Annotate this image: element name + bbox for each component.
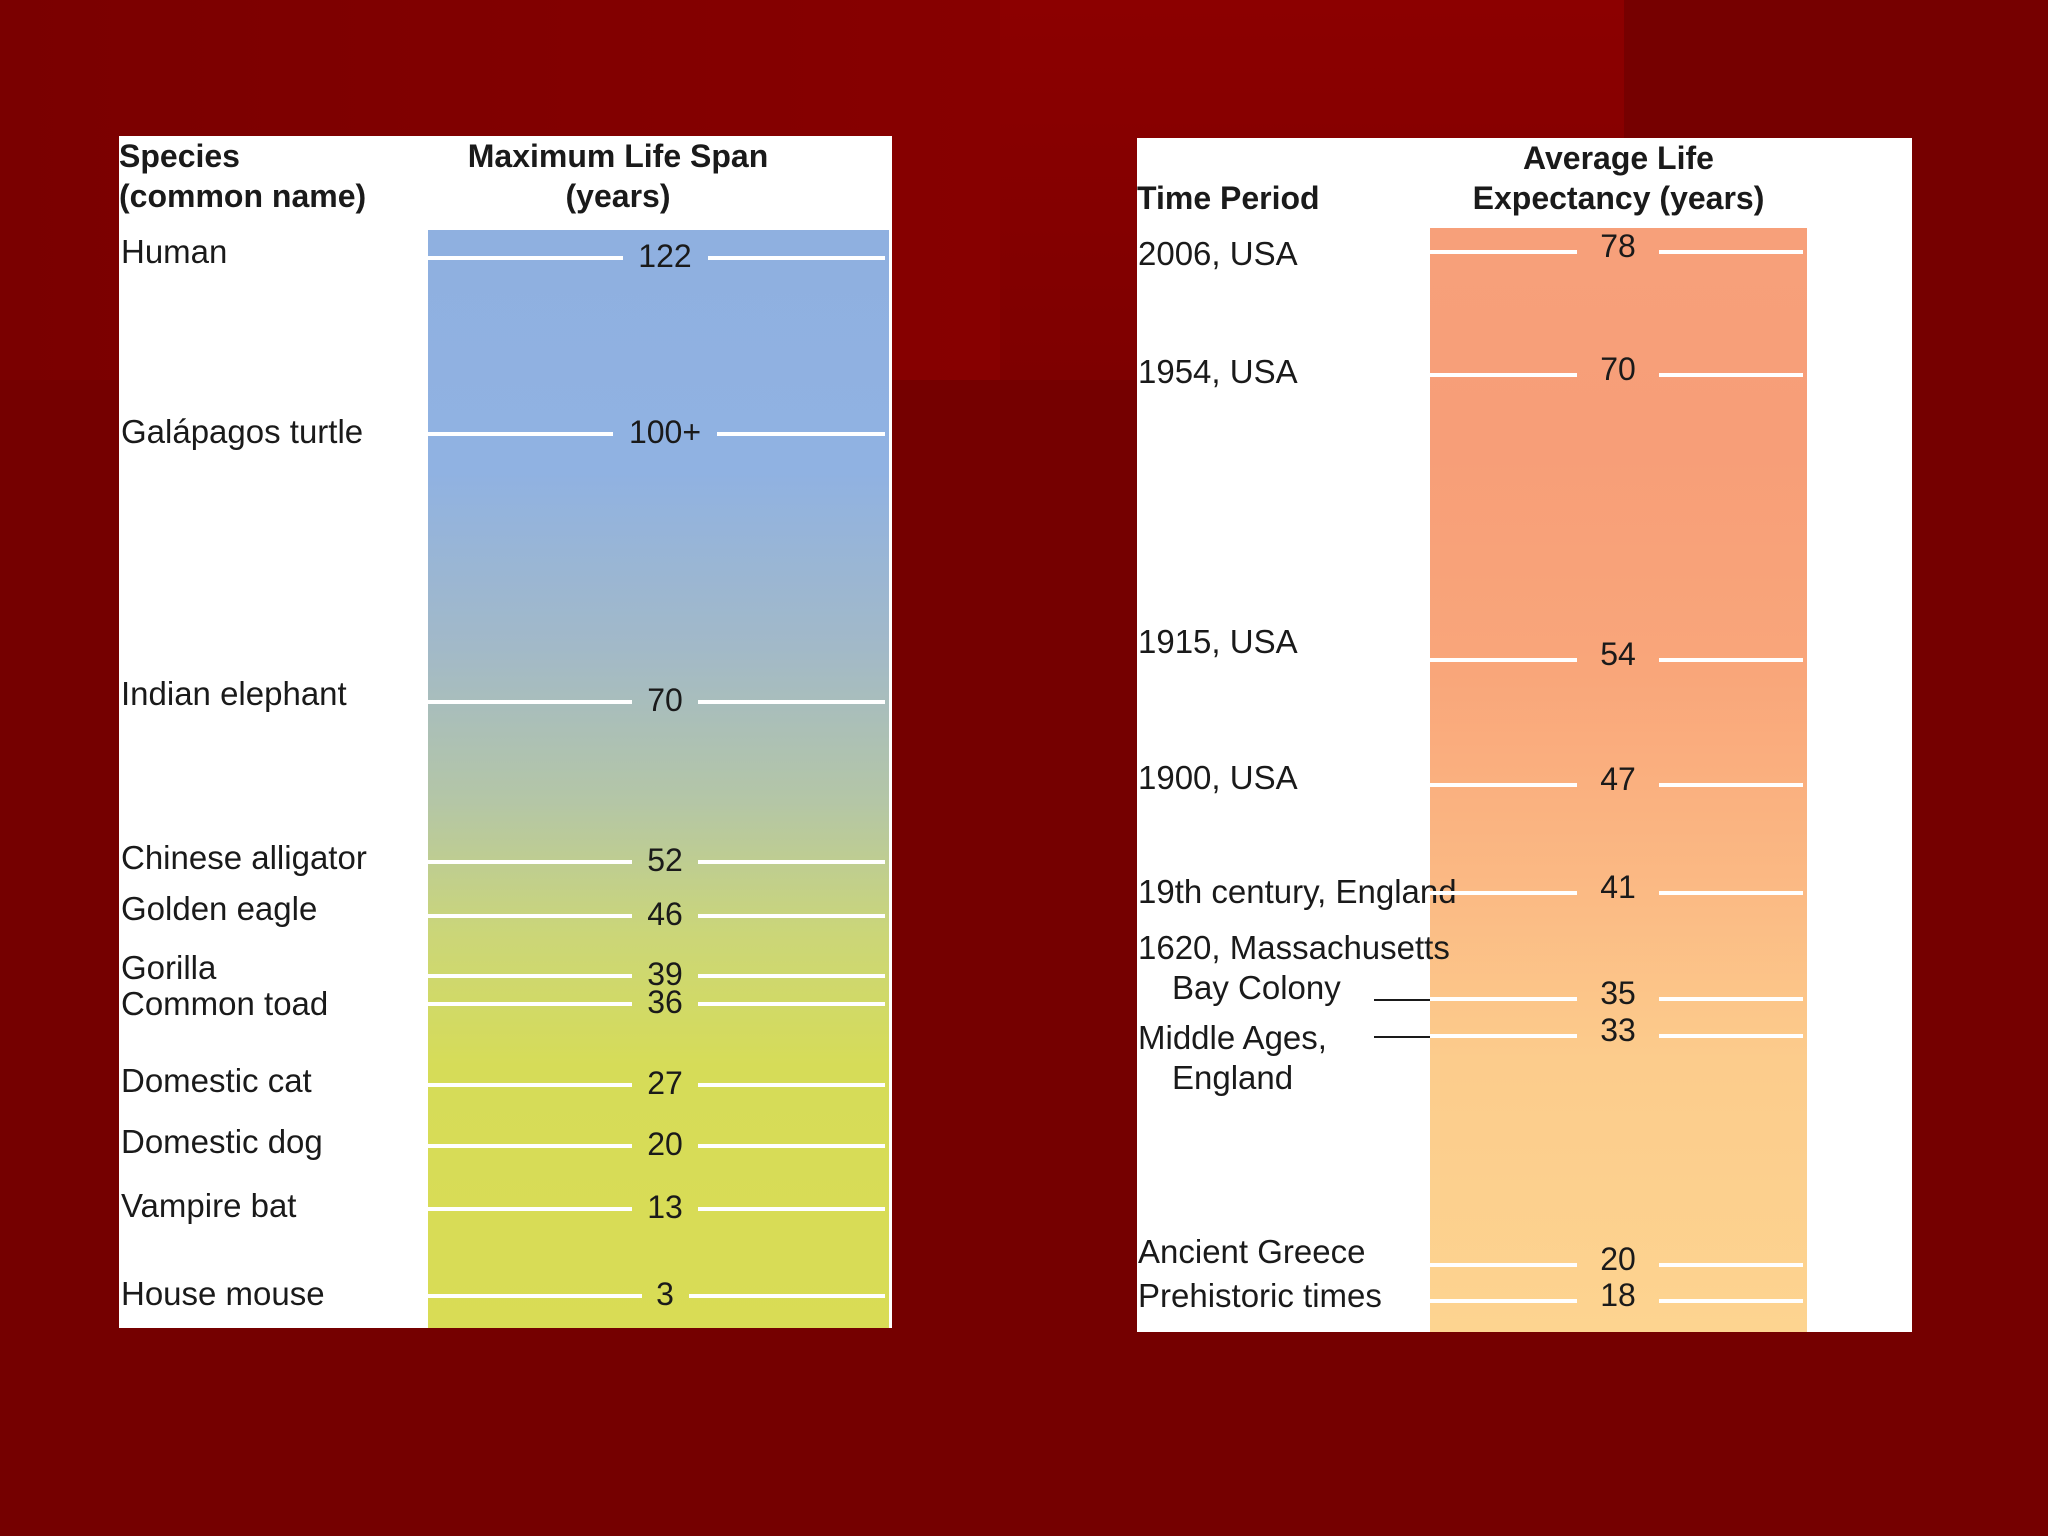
max-life-span-header: Maximum Life Span (years) bbox=[428, 136, 808, 216]
life-span-value: 20 bbox=[647, 1126, 683, 1162]
life-expectancy-tick bbox=[1430, 250, 1577, 254]
life-expectancy-tick bbox=[1430, 997, 1577, 1001]
species-label: Golden eagle bbox=[121, 890, 318, 927]
life-expectancy-header-line-1: Average Life bbox=[1523, 140, 1714, 176]
species-label: Indian elephant bbox=[121, 675, 347, 712]
max-life-span-header-line-1: Maximum Life Span bbox=[467, 138, 769, 174]
life-span-value: 46 bbox=[647, 896, 683, 932]
life-span-tick bbox=[428, 860, 632, 864]
life-expectancy-value: 35 bbox=[1600, 975, 1636, 1011]
species-label: Human bbox=[121, 233, 228, 270]
time-period-label: Prehistoric times bbox=[1138, 1277, 1382, 1314]
life-span-tick bbox=[698, 860, 885, 864]
life-span-value: 13 bbox=[647, 1189, 683, 1225]
time-period-header-line-1: Time Period bbox=[1137, 180, 1320, 216]
life-expectancy-tick bbox=[1430, 658, 1577, 662]
life-span-tick bbox=[698, 974, 885, 978]
species-label: House mouse bbox=[121, 1275, 325, 1312]
life-expectancy-tick bbox=[1659, 891, 1803, 895]
life-span-tick bbox=[428, 1083, 632, 1087]
time-period-label: 1620, Massachusetts bbox=[1138, 929, 1450, 966]
life-span-tick bbox=[428, 432, 613, 436]
time-period-header: Time Period bbox=[1137, 178, 1320, 218]
life-span-value: 52 bbox=[647, 842, 683, 878]
life-span-tick bbox=[698, 700, 885, 704]
life-span-tick bbox=[698, 1207, 885, 1211]
life-span-tick bbox=[428, 700, 632, 704]
life-expectancy-tick bbox=[1430, 1299, 1577, 1303]
life-span-tick bbox=[428, 914, 632, 918]
life-span-value: 39 bbox=[647, 956, 683, 992]
life-span-tick bbox=[698, 1002, 885, 1006]
species-header-line-2: (common name) bbox=[119, 178, 367, 214]
max-life-span-chart: Species (common name) Maximum Life Span … bbox=[119, 136, 892, 1328]
leader-line-bay-colony bbox=[1374, 999, 1430, 1001]
species-label: Chinese alligator bbox=[121, 839, 367, 876]
life-expectancy-value: 20 bbox=[1600, 1241, 1636, 1277]
species-label: Vampire bat bbox=[121, 1187, 297, 1224]
life-expectancy-value: 54 bbox=[1600, 636, 1636, 672]
species-label: Domestic cat bbox=[121, 1062, 312, 1099]
life-span-tick bbox=[698, 914, 885, 918]
time-period-label: Middle Ages, bbox=[1138, 1019, 1327, 1056]
species-label: Galápagos turtle bbox=[121, 413, 364, 450]
time-period-label: 2006, USA bbox=[1138, 235, 1298, 272]
life-expectancy-tick bbox=[1659, 1263, 1803, 1267]
time-period-label: 1900, USA bbox=[1138, 759, 1298, 796]
life-span-tick bbox=[428, 1207, 632, 1211]
life-span-value: 100+ bbox=[628, 414, 702, 450]
species-label: Domestic dog bbox=[121, 1123, 323, 1160]
life-expectancy-tick bbox=[1430, 1034, 1577, 1038]
max-life-span-header-line-2: (years) bbox=[565, 178, 671, 214]
time-period-label: Ancient Greece bbox=[1138, 1233, 1366, 1270]
life-expectancy-value: 70 bbox=[1600, 351, 1636, 387]
life-expectancy-gradient-bar bbox=[1430, 228, 1807, 1332]
life-span-value: 36 bbox=[647, 984, 683, 1020]
life-expectancy-header-line-2: Expectancy (years) bbox=[1472, 180, 1765, 216]
time-period-label: Bay Colony bbox=[1172, 969, 1341, 1006]
species-label: Gorilla bbox=[121, 949, 217, 986]
life-span-tick bbox=[698, 1083, 885, 1087]
life-span-value: 3 bbox=[656, 1276, 674, 1312]
life-expectancy-value: 47 bbox=[1600, 761, 1636, 797]
life-expectancy-chart: Time Period Average Life Expectancy (yea… bbox=[1137, 138, 1912, 1332]
life-expectancy-value: 18 bbox=[1600, 1277, 1636, 1313]
species-header: Species (common name) bbox=[119, 136, 366, 216]
life-expectancy-tick bbox=[1430, 373, 1577, 377]
life-span-tick bbox=[707, 256, 885, 260]
species-header-line-1: Species bbox=[119, 138, 240, 174]
life-span-value: 27 bbox=[647, 1065, 683, 1101]
life-span-tick bbox=[698, 1144, 885, 1148]
life-expectancy-tick bbox=[1659, 997, 1803, 1001]
time-period-label: 19th century, England bbox=[1138, 873, 1457, 910]
life-expectancy-header: Average Life Expectancy (years) bbox=[1430, 138, 1807, 218]
life-span-tick bbox=[428, 256, 623, 260]
life-expectancy-value: 33 bbox=[1600, 1012, 1636, 1048]
life-expectancy-tick bbox=[1659, 250, 1803, 254]
time-period-label: 1954, USA bbox=[1138, 353, 1298, 390]
life-expectancy-tick bbox=[1659, 1299, 1803, 1303]
life-span-tick bbox=[688, 1294, 885, 1298]
life-expectancy-tick bbox=[1659, 658, 1803, 662]
life-span-tick bbox=[428, 1144, 632, 1148]
life-span-tick bbox=[428, 974, 632, 978]
life-expectancy-value: 78 bbox=[1600, 228, 1636, 264]
life-expectancy-tick bbox=[1430, 891, 1577, 895]
species-label: Common toad bbox=[121, 985, 329, 1022]
life-expectancy-tick bbox=[1659, 783, 1803, 787]
life-expectancy-value: 41 bbox=[1600, 869, 1636, 905]
time-period-label: England bbox=[1172, 1059, 1294, 1096]
life-expectancy-tick bbox=[1430, 1263, 1577, 1267]
life-span-tick bbox=[428, 1002, 632, 1006]
life-span-value: 70 bbox=[647, 682, 683, 718]
life-span-tick bbox=[717, 432, 885, 436]
life-expectancy-tick bbox=[1430, 783, 1577, 787]
life-span-value: 122 bbox=[638, 238, 692, 274]
life-expectancy-tick bbox=[1659, 1034, 1803, 1038]
leader-line-middle-ages bbox=[1374, 1036, 1430, 1038]
life-span-tick bbox=[428, 1294, 642, 1298]
life-expectancy-tick bbox=[1659, 373, 1803, 377]
time-period-label: 1915, USA bbox=[1138, 623, 1298, 660]
